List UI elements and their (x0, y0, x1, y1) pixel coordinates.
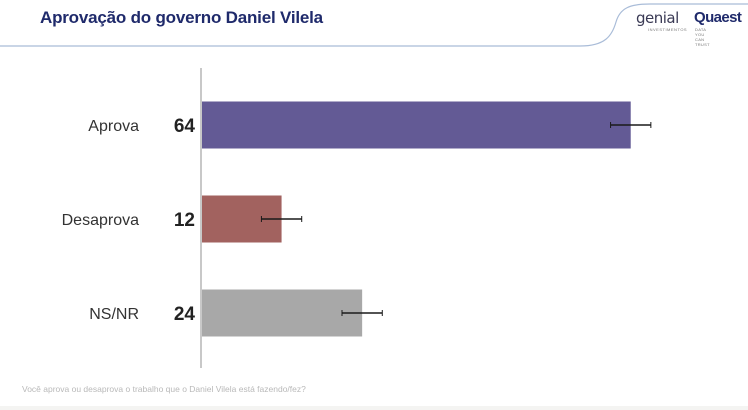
category-label: Desaprova (62, 212, 139, 229)
bar-ns-nr (201, 289, 363, 337)
bar-aprova (201, 101, 631, 149)
approval-bar-chart: Aprova 64 Desaprova 12 NS/NR 24 (62, 68, 652, 368)
value-label: 12 (174, 210, 195, 231)
bottom-decoration (0, 406, 748, 410)
quaest-logo-subtitle: DATA YOU CAN TRUST (695, 27, 710, 47)
quaest-logo: Quaest (694, 9, 742, 26)
category-label: Aprova (88, 118, 139, 135)
survey-question-footnote: Você aprova ou desaprova o trabalho que … (22, 384, 306, 394)
genial-logo-subtitle: INVESTIMENTOS (648, 27, 688, 32)
value-label: 24 (174, 304, 196, 325)
header-band (0, 3, 748, 47)
value-label: 64 (174, 116, 196, 137)
category-label: NS/NR (89, 306, 139, 323)
error-bar-1 (260, 216, 303, 222)
page-title: Aprovação do governo Daniel Vilela (40, 8, 323, 27)
header-divider-line (0, 3, 748, 47)
error-bar-0 (610, 122, 652, 128)
error-bar-2 (341, 310, 383, 316)
genial-logo: genial (636, 9, 679, 27)
